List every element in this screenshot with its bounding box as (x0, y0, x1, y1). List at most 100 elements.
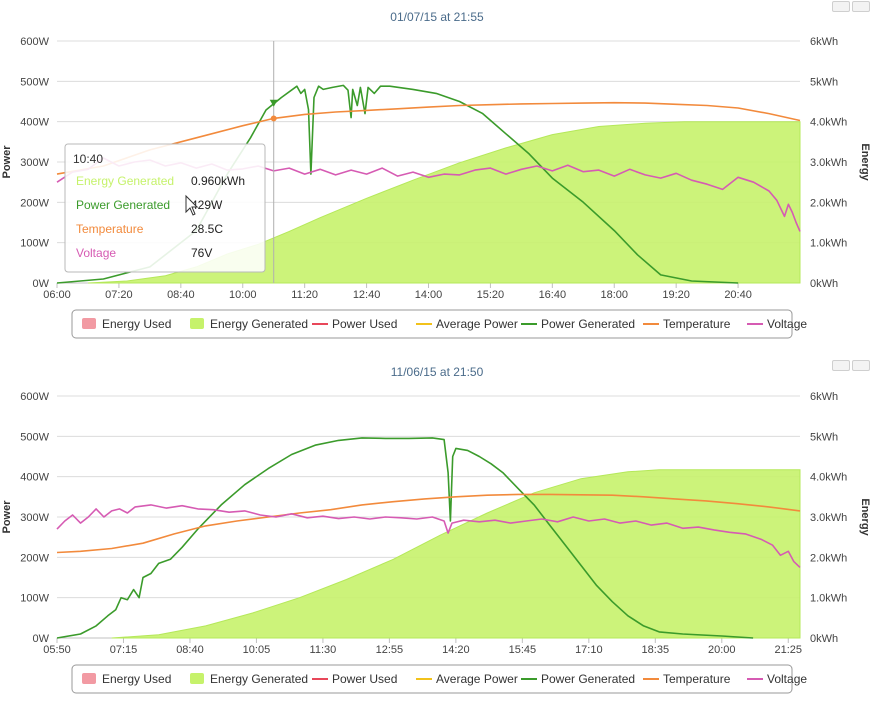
temperature-line (56, 101, 801, 175)
legend-item[interactable]: Temperature (643, 672, 731, 686)
legend-item[interactable]: Power Used (312, 672, 397, 686)
legend-swatch-icon (82, 673, 96, 684)
legend-swatch-icon (190, 673, 204, 684)
x-tick-label: 15:45 (509, 644, 537, 656)
y2-axis-title: Energy (859, 498, 871, 536)
x-tick-label: 18:35 (642, 644, 670, 656)
legend-item[interactable]: Power Used (312, 317, 397, 331)
legend-label: Energy Generated (210, 317, 308, 331)
legend-label: Power Generated (541, 672, 635, 686)
power-chart-top: 01/07/15 at 21:55 0W 100W 200W 300W 400W 500W 6… (1, 10, 871, 339)
tooltip-value: 76V (191, 246, 212, 260)
legend-item[interactable]: Energy Generated (190, 317, 308, 331)
x-tick-label: 07:20 (105, 289, 133, 301)
x-tick-label: 14:00 (415, 289, 443, 301)
x-tick-label: 06:00 (43, 289, 71, 301)
y2-tick-label: 0kWh (810, 633, 838, 645)
y2-tick-label: 3.0kWh (810, 157, 847, 169)
legend-label: Voltage (767, 672, 807, 686)
tooltip: 10:40 Energy Generated 0.960kWh Power Gener… (64, 143, 266, 273)
legend-label: Energy Generated (210, 672, 308, 686)
tooltip-value: 0.960kWh (191, 174, 245, 188)
x-tick-label: 20:40 (724, 289, 752, 301)
y-tick-label: 100W (20, 593, 49, 605)
chart-menu-button[interactable] (832, 1, 850, 12)
x-tick-label: 12:40 (353, 289, 381, 301)
tooltip-series-label: Power Generated (76, 198, 170, 212)
y2-tick-label: 4.0kWh (810, 117, 847, 129)
tooltip-series-label: Energy Generated (76, 174, 174, 188)
y2-tick-label: 2.0kWh (810, 197, 847, 209)
legend: Energy Used Energy Generated Power Used Ave… (71, 664, 807, 694)
legend-item[interactable]: Voltage (747, 317, 807, 331)
y-tick-label: 200W (20, 197, 49, 209)
y-tick-label: 500W (20, 76, 49, 88)
chart-menu-button[interactable] (832, 360, 850, 371)
y2-tick-label: 2.0kWh (810, 552, 847, 564)
y-tick-label: 400W (20, 472, 49, 484)
tooltip-box (64, 143, 266, 273)
y2-tick-label: 1.0kWh (810, 238, 847, 250)
temperature-line (56, 493, 801, 554)
legend-label: Temperature (663, 672, 731, 686)
legend-item[interactable]: Temperature (643, 317, 731, 331)
y-tick-label: 200W (20, 552, 49, 564)
power-generated-line (56, 437, 754, 639)
legend-item[interactable]: Power Generated (521, 672, 635, 686)
y2-tick-label: 1.0kWh (810, 593, 847, 605)
x-tick-label: 21:25 (775, 644, 803, 656)
legend-swatch-icon (82, 318, 96, 329)
chart-export-button[interactable] (852, 1, 870, 12)
y-tick-label: 0W (33, 633, 50, 645)
legend-label: Average Power (436, 672, 518, 686)
legend-item[interactable]: Energy Generated (190, 672, 308, 686)
legend-item[interactable]: Power Generated (521, 317, 635, 331)
x-tick-label: 17:10 (575, 644, 603, 656)
tooltip-value: 429W (191, 198, 223, 212)
y-axis-title: Power (1, 500, 13, 534)
tooltip-time: 10:40 (73, 152, 103, 166)
y2-axis-title: Energy (859, 143, 871, 181)
legend-label: Voltage (767, 317, 807, 331)
y2-tick-label: 6kWh (810, 36, 838, 48)
legend-swatch-icon (190, 318, 204, 329)
tooltip-value: 28.5C (191, 222, 223, 236)
x-tick-label: 12:55 (376, 644, 404, 656)
x-tick-label: 11:20 (291, 289, 318, 301)
y-tick-label: 600W (20, 391, 49, 403)
y2-tick-label: 5kWh (810, 431, 838, 443)
x-tick-label: 05:50 (43, 644, 71, 656)
y-tick-label: 300W (20, 512, 49, 524)
legend-label: Power Used (332, 672, 397, 686)
power-chart-bottom: 11/06/15 at 21:50 0W 100W 200W 300W 400W 500W 6… (1, 365, 871, 694)
hover-marker (270, 115, 277, 122)
x-tick-label: 08:40 (176, 644, 204, 656)
tooltip-series-label: Voltage (76, 246, 116, 260)
x-tick-label: 07:15 (110, 644, 138, 656)
legend-label: Power Used (332, 317, 397, 331)
legend-item[interactable]: Energy Used (82, 672, 171, 686)
x-tick-label: 20:00 (708, 644, 736, 656)
x-tick-label: 15:20 (477, 289, 505, 301)
legend-item[interactable]: Average Power (416, 672, 518, 686)
x-tick-label: 08:40 (167, 289, 195, 301)
legend-label: Power Generated (541, 317, 635, 331)
legend-item[interactable]: Energy Used (82, 317, 171, 331)
x-tick-label: 18:00 (600, 289, 628, 301)
voltage-line (56, 504, 801, 568)
y2-tick-label: 5kWh (810, 76, 838, 88)
legend-item[interactable]: Voltage (747, 672, 807, 686)
y2-tick-label: 4.0kWh (810, 472, 847, 484)
x-tick-label: 19:20 (662, 289, 690, 301)
legend-label: Temperature (663, 317, 731, 331)
x-tick-label: 10:00 (229, 289, 257, 301)
legend-item[interactable]: Average Power (416, 317, 518, 331)
x-tick-label: 14:20 (442, 644, 470, 656)
chart-export-button[interactable] (852, 360, 870, 371)
x-tick-label: 16:40 (539, 289, 567, 301)
mouse-cursor-icon (185, 194, 199, 216)
chart-title: 11/06/15 at 21:50 (391, 365, 484, 379)
x-tick-label: 11:30 (310, 644, 337, 656)
energy-generated-area (111, 469, 801, 639)
y-axis-title: Power (1, 145, 13, 179)
